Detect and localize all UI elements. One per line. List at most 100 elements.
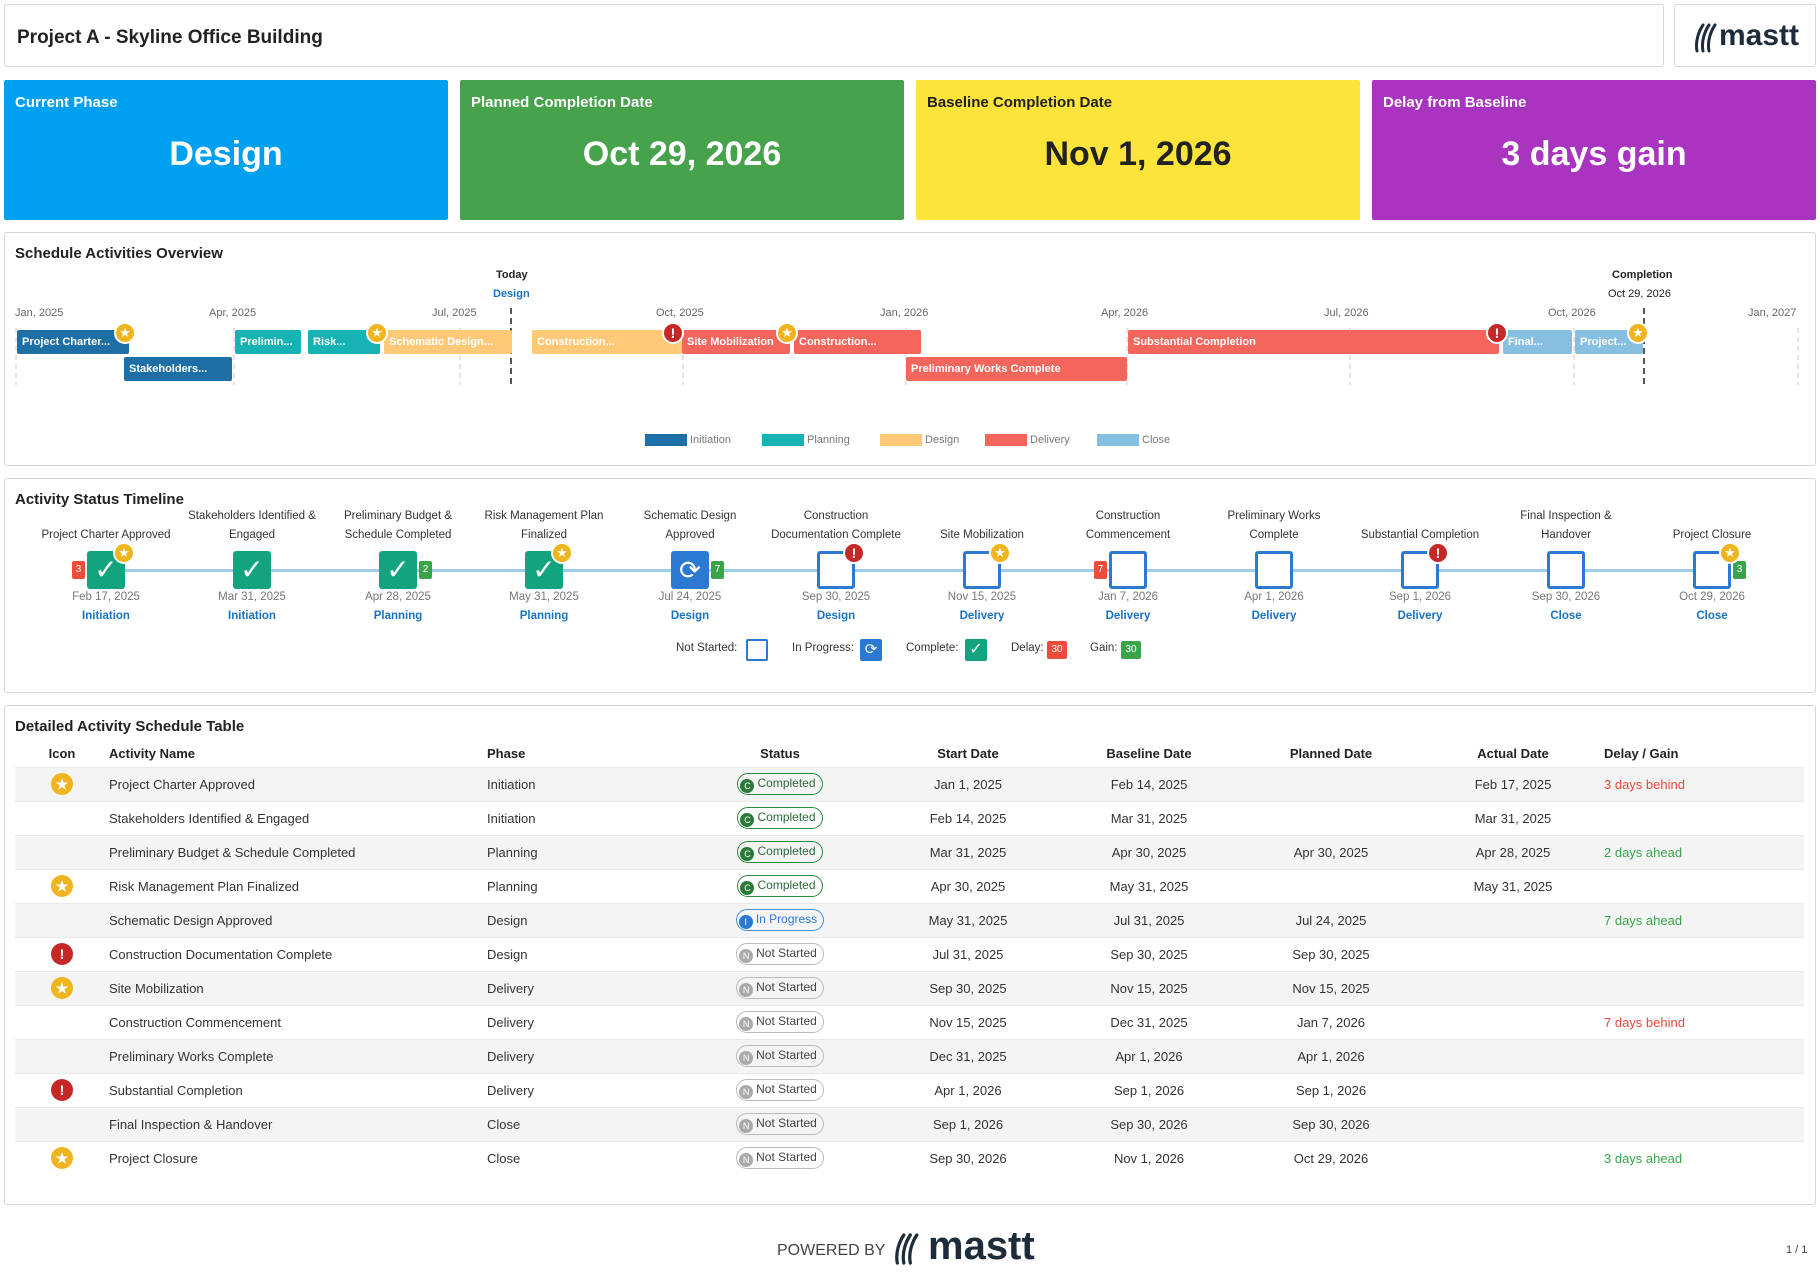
table-row[interactable]: Preliminary Works Complete Delivery N Not S… [15,1038,1804,1073]
cell-delay [1604,868,1804,903]
logo-text: mastt [1719,19,1800,52]
table-row[interactable]: ★ Risk Management Plan Finalized Planning C… [15,868,1804,903]
page-number: 1 / 1 [1786,1244,1808,1256]
status-cell: C Completed [682,800,878,835]
milestone-date: Mar 31, 2025 [218,591,286,603]
legend-swatch [1097,434,1139,447]
kpi-baseline-completion: Baseline Completion Date Nov 1, 2026 [916,80,1360,220]
gantt-bar[interactable]: Prelimin... [235,330,301,354]
cell-planned: Sep 1, 2026 [1240,1072,1422,1107]
status-badge: C Completed [737,875,823,897]
milestone[interactable]: Stakeholders Identified & Engaged ✓ Mar 31… [182,505,322,665]
logo-box: mastt [1674,4,1816,67]
legend-label: Planning [807,434,850,446]
milestone[interactable]: Risk Management Plan Finalized ✓ ★ May 31, … [474,505,614,665]
gain-chip: 7 [711,561,724,579]
milestone[interactable]: Project Charter Approved ✓ 3 ★ Feb 17, 2025 I… [36,505,176,665]
table-title: Detailed Activity Schedule Table [15,718,245,735]
milestone[interactable]: Substantial Completion! Sep 1, 2026 Delive… [1350,505,1490,665]
cell-baseline: Feb 14, 2025 [1058,766,1240,801]
legend-label: Initiation [690,434,731,446]
risk-alert-icon: ! [1486,322,1508,344]
legend-initiation: Initiation [645,434,731,447]
table-row[interactable]: ★ Project Charter Approved Initiation C Comp… [15,766,1804,801]
gantt-bar[interactable]: Site Mobilization [682,330,790,354]
milestone-phase: Delivery [1251,610,1297,622]
cell-baseline: Mar 31, 2025 [1058,800,1240,835]
gantt-bar[interactable]: Final... [1503,330,1572,354]
month-label: Apr, 2026 [1101,307,1149,319]
milestone-date: Jul 24, 2025 [658,591,722,603]
gantt-bar[interactable]: Preliminary Works Complete [906,357,1127,381]
kpi-value: Design [169,135,283,173]
cell-delay [1604,1038,1804,1073]
table-row[interactable]: Preliminary Budget & Schedule Completed P… [15,834,1804,869]
milestone[interactable]: Preliminary Budget & Schedule Completed ✓… [328,505,468,665]
status-text: Not Started [756,980,817,994]
col-header: Actual Date [1477,746,1549,762]
milestone-phase: Delivery [1397,610,1443,622]
icon-cell: ★ [15,970,109,1005]
today-phase: Design [493,288,530,300]
milestone[interactable]: Project Closure 3 ★ Oct 29, 2026 Close [1642,505,1782,665]
table-row[interactable]: Stakeholders Identified & Engaged Initiat… [15,800,1804,835]
cell-delay [1604,970,1804,1005]
gantt-bar[interactable]: Construction... [532,330,682,354]
cell-baseline: May 31, 2025 [1058,868,1240,903]
cell-name: Risk Management Plan Finalized [109,868,487,903]
milestone[interactable]: Preliminary Works Complete Apr 1, 2026 Del… [1204,505,1344,665]
gantt-bar[interactable]: Schematic Design... [384,330,512,354]
milestone[interactable]: Construction Documentation Complete! Sep … [766,505,906,665]
kpi-value: Nov 1, 2026 [1044,135,1232,173]
month-label: Apr, 2025 [209,307,257,319]
completion-label: Completion [1612,269,1673,281]
cell-start: Apr 30, 2025 [878,868,1058,903]
col-header: Activity Name [109,746,195,762]
milestone-name: Stakeholders Identified & Engaged [188,510,316,541]
table-row[interactable]: ★ Site Mobilization Delivery N Not Started Se… [15,970,1804,1005]
status-text: Not Started [756,946,817,960]
risk-alert-icon: ! [1427,542,1449,564]
table-row[interactable]: ★ Project Closure Close N Not Started Sep 30,… [15,1140,1804,1175]
milestone[interactable]: Final Inspection & Handover Sep 30, 2026 C… [1496,505,1636,665]
schedule-table: Icon Activity Name Phase Status Start Da… [15,741,1804,1175]
cell-start: Jul 31, 2025 [878,936,1058,971]
cell-delay: 2 days ahead [1604,834,1804,869]
status-cell: I In Progress [682,902,878,937]
not-started-box-icon [1547,551,1585,589]
table-row[interactable]: ! Substantial Completion Delivery N Not Star… [15,1072,1804,1107]
milestone[interactable]: Schematic Design Approved ⟳ 7 Jul 24, 2025 D… [620,505,760,665]
status-cell: N Not Started [682,970,878,1005]
legend-delay-label: Delay: [1011,642,1044,654]
table-row[interactable]: Construction Commencement Delivery N Not St… [15,1004,1804,1039]
cell-phase: Close [487,1140,682,1175]
cell-baseline: Nov 1, 2026 [1058,1140,1240,1175]
gantt-bar[interactable]: Substantial Completion [1128,330,1499,354]
star-icon: ★ [51,1147,73,1170]
status-badge: C Completed [737,807,823,829]
cell-baseline: Sep 1, 2026 [1058,1072,1240,1107]
icon-cell [15,834,109,869]
col-header: Planned Date [1289,746,1373,762]
milestone[interactable]: Construction Commencement 7 Jan 7, 2026 Del… [1058,505,1198,665]
in-progress-sync-icon: ⟳ [671,551,709,589]
cell-delay [1604,936,1804,971]
table-row[interactable]: Final Inspection & Handover Close N Not Sta… [15,1106,1804,1141]
milestone[interactable]: Site Mobilization ★ Nov 15, 2025 Delivery [912,505,1052,665]
kpi-planned-completion: Planned Completion Date Oct 29, 2026 [460,80,904,220]
milestone-phase: Planning [519,610,569,622]
cell-baseline: Nov 15, 2025 [1058,970,1240,1005]
cell-start: Mar 31, 2025 [878,834,1058,869]
table-row[interactable]: Schematic Design Approved Design I In Progr… [15,902,1804,937]
complete-check-icon: ✓ [379,551,417,589]
milestone-star-icon: ★ [366,322,388,344]
cell-phase: Delivery [487,970,682,1005]
gantt-bar[interactable]: Risk... [308,330,380,354]
not-started-box-icon [746,639,768,661]
gantt-bar[interactable]: Stakeholders... [124,357,232,381]
gantt-bar[interactable]: Construction... [794,330,921,354]
gantt-bar[interactable]: Project Charter... [17,330,129,354]
table-row[interactable]: ! Construction Documentation Complete Desi… [15,936,1804,971]
cell-delay: 3 days behind [1604,766,1804,801]
cell-planned: Apr 1, 2026 [1240,1038,1422,1073]
